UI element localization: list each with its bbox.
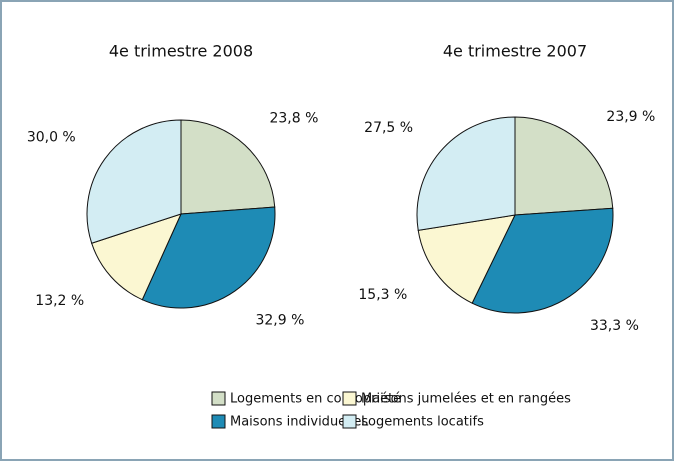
legend-swatch (211, 414, 226, 429)
pie-slice (91, 213, 182, 301)
value-label: 23,8 % (269, 111, 318, 127)
legend-label: Logements locatifs (361, 415, 484, 430)
legend-label: Logements en copropriété (230, 392, 401, 407)
pie-slice (141, 206, 276, 309)
value-label: 30,0 % (27, 130, 76, 146)
legend-label: Maisons jumelées et en rangées (361, 392, 571, 407)
value-label: 32,9 % (255, 313, 304, 329)
value-label: 33,3 % (590, 318, 639, 334)
legend-swatch (211, 391, 226, 406)
pie-slice (471, 207, 614, 314)
legend-label: Maisons individuelles (230, 415, 368, 430)
pie-slice (514, 116, 614, 216)
value-label: 27,5 % (364, 120, 413, 136)
pie-slice (86, 119, 182, 244)
legend-swatch (342, 391, 357, 406)
value-label: 15,3 % (358, 287, 407, 303)
pie-slice (417, 214, 516, 304)
chart-title: 4e trimestre 2008 (109, 42, 253, 61)
value-label: 23,9 % (606, 109, 655, 125)
pie-slice (180, 119, 276, 215)
legend-swatch (342, 414, 357, 429)
chart-title: 4e trimestre 2007 (443, 42, 587, 61)
value-label: 13,2 % (35, 293, 84, 309)
pie-slice (416, 116, 516, 231)
